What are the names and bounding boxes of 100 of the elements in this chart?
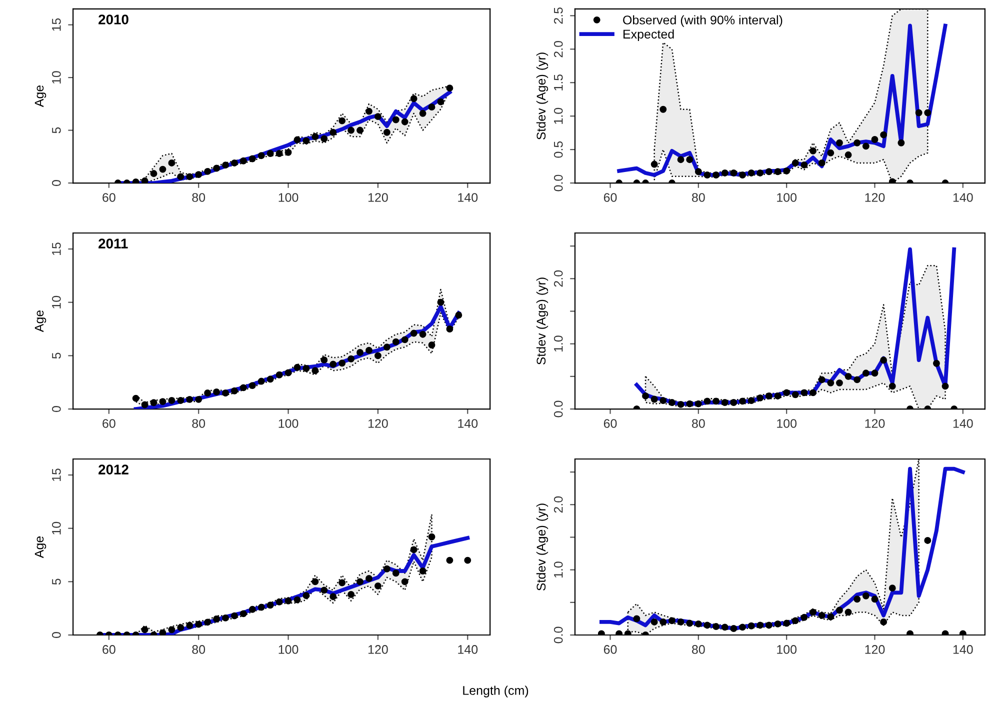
point bbox=[312, 367, 319, 374]
y-axis-title: Age bbox=[34, 85, 46, 108]
point bbox=[428, 342, 436, 348]
y-tick-label: 1.0 bbox=[554, 336, 563, 352]
point bbox=[924, 537, 932, 544]
point bbox=[446, 556, 454, 564]
point bbox=[204, 390, 212, 396]
point bbox=[132, 394, 140, 402]
x-axis-title: Length (cm) bbox=[463, 686, 528, 698]
x-tick-label: 120 bbox=[865, 419, 885, 428]
y-tick-label: 0 bbox=[52, 180, 61, 186]
point bbox=[213, 164, 220, 172]
point bbox=[446, 84, 454, 92]
y-tick-label: 10 bbox=[52, 296, 61, 308]
point bbox=[240, 384, 247, 392]
point bbox=[204, 168, 212, 175]
x-tick-label: 120 bbox=[368, 193, 388, 202]
point bbox=[284, 148, 292, 156]
point bbox=[240, 157, 247, 164]
y-tick-label: 2.0 bbox=[554, 40, 563, 58]
point bbox=[330, 128, 337, 136]
point bbox=[312, 133, 319, 140]
y-axis-title: Stdev (Age) (yr) bbox=[536, 504, 548, 591]
point bbox=[959, 630, 966, 636]
point bbox=[392, 338, 400, 346]
point bbox=[366, 346, 372, 354]
y-axis-title: Stdev (Age) (yr) bbox=[536, 52, 548, 140]
point bbox=[410, 330, 418, 337]
point bbox=[294, 136, 301, 144]
point bbox=[276, 150, 283, 157]
point bbox=[186, 173, 194, 180]
point bbox=[177, 397, 184, 404]
y-tick-label: 15 bbox=[52, 18, 61, 31]
point bbox=[222, 162, 229, 169]
point bbox=[258, 378, 265, 385]
point bbox=[222, 390, 229, 396]
point bbox=[401, 336, 408, 344]
point bbox=[338, 117, 346, 124]
x-tick-label: 80 bbox=[692, 419, 705, 428]
y-tick-label: 0 bbox=[52, 632, 61, 638]
x-tick-label: 100 bbox=[278, 645, 298, 654]
x-tick-label: 60 bbox=[604, 645, 617, 654]
x-tick-label: 80 bbox=[692, 193, 705, 202]
point bbox=[410, 95, 418, 102]
x-tick-label: 80 bbox=[192, 419, 206, 428]
y-axis-title: Age bbox=[34, 536, 46, 558]
point bbox=[464, 556, 472, 564]
point bbox=[195, 396, 202, 403]
point bbox=[186, 396, 194, 403]
point bbox=[598, 630, 605, 636]
chart-title: 2011 bbox=[98, 238, 128, 248]
point bbox=[168, 160, 176, 166]
x-tick-label: 140 bbox=[953, 419, 973, 428]
y-tick-label: 5 bbox=[52, 127, 61, 134]
point bbox=[177, 173, 184, 180]
point bbox=[383, 128, 390, 136]
x-tick-label: 140 bbox=[458, 419, 478, 428]
point bbox=[455, 312, 462, 319]
x-tick-label: 60 bbox=[102, 645, 116, 654]
point bbox=[266, 150, 274, 157]
point bbox=[168, 397, 176, 404]
point bbox=[616, 630, 623, 636]
point bbox=[383, 344, 390, 351]
x-tick-label: 120 bbox=[368, 419, 388, 428]
point bbox=[141, 401, 148, 408]
y-tick-label: 0.0 bbox=[554, 174, 563, 192]
x-tick-label: 100 bbox=[278, 193, 298, 202]
point bbox=[437, 298, 444, 306]
point bbox=[356, 126, 364, 134]
y-axis-title: Age bbox=[34, 310, 46, 332]
point bbox=[320, 356, 328, 364]
point bbox=[392, 116, 400, 124]
point bbox=[294, 364, 301, 371]
y-tick-label: 0.0 bbox=[554, 626, 563, 644]
point bbox=[159, 166, 166, 173]
x-tick-label: 120 bbox=[368, 645, 388, 654]
y-tick-label: 15 bbox=[52, 242, 61, 255]
y-tick-label: 0.5 bbox=[554, 141, 563, 158]
x-tick-label: 80 bbox=[192, 645, 206, 654]
point bbox=[230, 160, 238, 166]
point bbox=[419, 110, 426, 117]
chart-title: 2012 bbox=[98, 464, 128, 474]
point bbox=[302, 365, 310, 372]
x-tick-label: 140 bbox=[953, 193, 973, 202]
x-tick-label: 60 bbox=[604, 419, 617, 428]
y-tick-label: 2.5 bbox=[554, 8, 563, 24]
x-tick-label: 60 bbox=[604, 193, 617, 202]
x-tick-label: 140 bbox=[953, 645, 973, 654]
point bbox=[302, 137, 310, 144]
point bbox=[356, 349, 364, 356]
x-tick-label: 100 bbox=[777, 193, 797, 202]
y-tick-label: 2.0 bbox=[554, 270, 563, 287]
y-tick-label: 0.0 bbox=[554, 400, 563, 418]
x-tick-label: 80 bbox=[192, 193, 206, 202]
x-tick-label: 100 bbox=[777, 419, 797, 428]
point bbox=[195, 171, 202, 178]
point bbox=[258, 152, 265, 160]
point bbox=[284, 369, 292, 376]
point bbox=[330, 360, 337, 368]
y-tick-label: 15 bbox=[52, 468, 61, 481]
